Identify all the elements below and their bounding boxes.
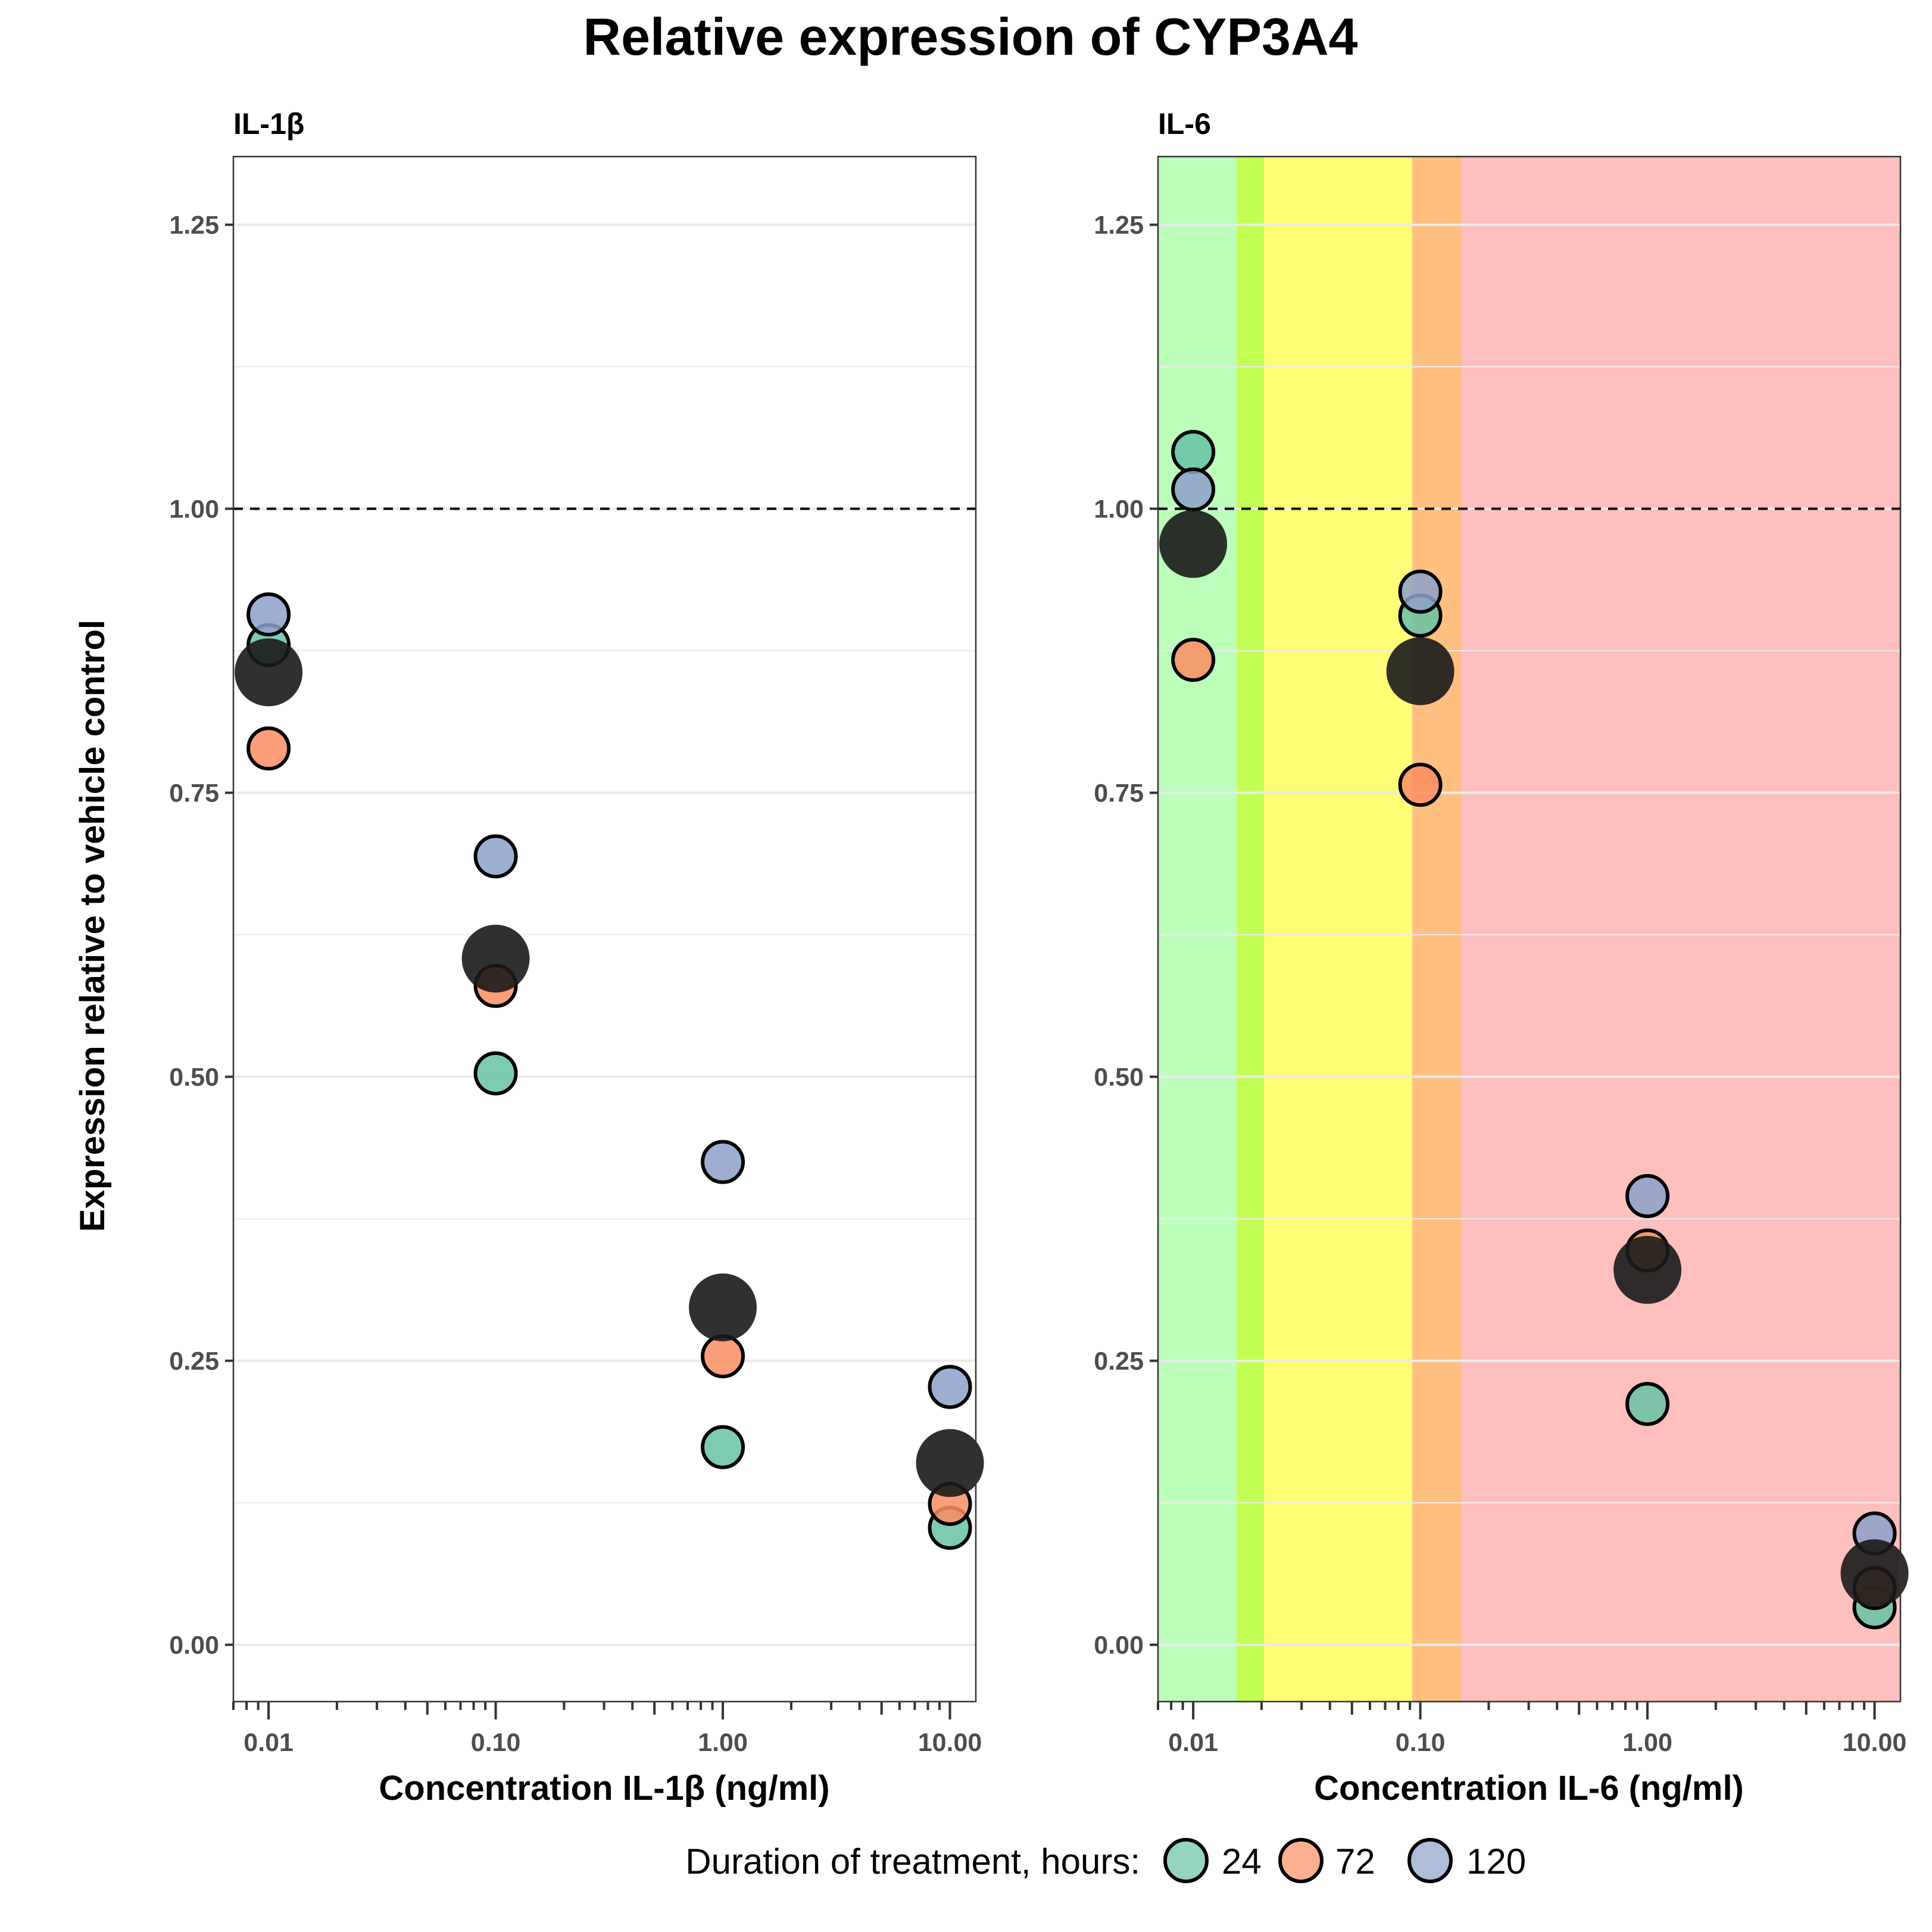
il6-band-0 [1158,157,1237,1702]
il6-point-72h-0 [1171,638,1216,682]
legend-title: Duration of treatment, hours: [685,1842,1140,1881]
il6-y-tick-label-4: 1.00 [1094,495,1144,524]
il6-y-tick-label-0: 0.00 [1094,1631,1144,1660]
il1b-x-tick-label-0: 0.01 [244,1728,294,1757]
il1b-mean-point-3 [916,1429,984,1497]
il1b-plot-background [233,157,976,1702]
il1b-x-tick-label-1: 0.10 [471,1728,521,1757]
il6-point-120h-0 [1171,467,1216,512]
panel-il1b-plot: 0.00 0.25 0.50 0.75 1.00 1.25 0.01 0.10 1.00 10.0… [169,155,984,1757]
il6-mean-point-3 [1840,1539,1909,1608]
il6-mean-point-0 [1159,510,1228,578]
il1b-y-tick-label-4: 1.00 [169,495,219,524]
il1b-y-tick-label-1: 0.25 [169,1347,219,1376]
legend-label-120: 120 [1466,1842,1526,1881]
il1b-point-120h-3 [928,1365,972,1409]
il6-band-3 [1412,157,1462,1702]
il6-y-tick-label-1: 0.25 [1094,1347,1144,1376]
il1b-mean-point-0 [235,638,303,707]
il1b-x-tick-label-2: 1.00 [698,1728,748,1757]
il6-x-tick-label-0: 0.01 [1168,1728,1218,1757]
legend-label-24: 24 [1222,1842,1262,1881]
il6-point-72h-1 [1398,763,1443,807]
panel-il1b: IL-1β 0.00 0.25 0.50 0.75 1.00 1.25 0.01 0.10 1.… [169,107,984,1808]
il6-x-tick-label-2: 1.00 [1622,1728,1672,1757]
il1b-point-24h-1 [473,1051,518,1095]
legend-key-24 [1163,1838,1209,1883]
legend-key-120 [1407,1838,1453,1883]
y-axis-title: Expression relative to vehicle control [73,620,112,1232]
il6-x-tick-label-3: 10.00 [1843,1728,1907,1757]
il1b-y-tick-label-0: 0.00 [169,1631,219,1660]
il6-y-tick-label-2: 0.50 [1094,1063,1144,1092]
panel-il6-plot: 0.00 0.25 0.50 0.75 1.00 1.25 0.01 0.10 1.00 10.0… [1094,155,1909,1757]
il1b-y-tick-label-3: 0.75 [169,779,219,808]
il6-mean-point-1 [1386,637,1455,706]
il1b-mean-point-1 [461,925,530,993]
il6-band-2 [1264,157,1412,1702]
legend: Duration of treatment, hours: 24 72 120 [685,1838,1526,1883]
il1b-mean-point-2 [689,1273,757,1341]
il1b-point-120h-1 [473,834,518,879]
il1b-point-24h-2 [701,1425,745,1469]
legend-label-72: 72 [1335,1842,1375,1881]
il1b-point-72h-0 [246,726,291,771]
panel-il1b-x-axis-title: Concentration IL-1β (ng/ml) [379,1769,829,1808]
legend-key-72 [1278,1838,1324,1883]
panel-il6: IL-6 0.00 0.25 0.50 0.75 1.00 1.25 0.01 0.10 1.0… [1094,107,1909,1808]
il6-band-1 [1236,157,1265,1702]
il6-x-tick-label-1: 0.10 [1396,1728,1446,1757]
il6-point-24h-2 [1625,1382,1670,1427]
il1b-point-120h-2 [701,1140,745,1184]
il6-point-120h-2 [1625,1173,1670,1218]
panel-il6-x-axis-title: Concentration IL-6 (ng/ml) [1314,1769,1744,1808]
il1b-y-tick-label-2: 0.50 [169,1063,219,1092]
il6-band-4 [1461,157,1900,1702]
il6-mean-point-2 [1613,1235,1682,1304]
panel-il1b-strip: IL-1β [233,107,304,141]
il6-y-tick-label-5: 1.25 [1094,211,1144,239]
il1b-x-tick-label-3: 10.00 [918,1728,982,1757]
il6-y-tick-label-3: 0.75 [1094,779,1144,808]
panel-il6-strip: IL-6 [1158,107,1211,141]
il1b-point-120h-0 [246,592,291,636]
il6-point-24h-0 [1171,430,1216,475]
chart-title: Relative expression of CYP3A4 [583,7,1358,66]
il1b-point-72h-2 [701,1334,745,1378]
il6-point-120h-1 [1398,569,1443,614]
il1b-y-tick-label-5: 1.25 [169,211,219,239]
